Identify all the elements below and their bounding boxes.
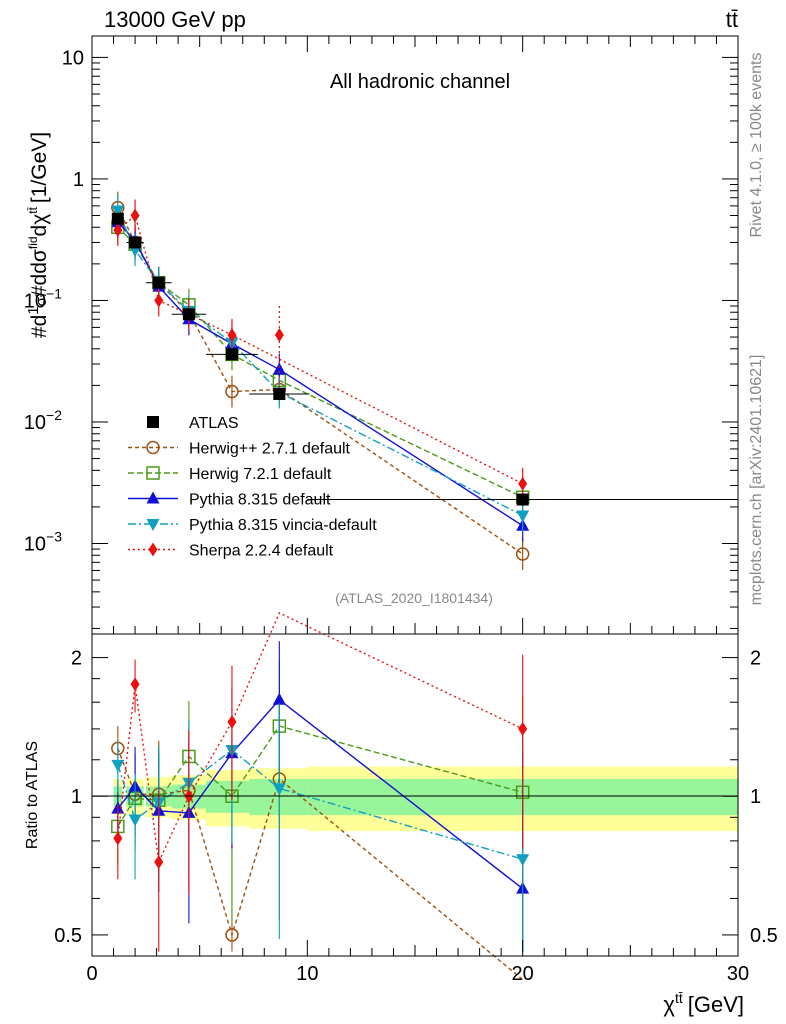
ratio-series-0 xyxy=(111,697,524,981)
mcplots-label: mcplots.cern.ch [arXiv:2401.10621] xyxy=(748,355,765,606)
legend-item: Sherpa 2.2.4 default xyxy=(128,542,334,560)
legend-item: Pythia 8.315 vincia-default xyxy=(128,517,377,534)
legend-label: Herwig++ 2.7.1 default xyxy=(189,441,351,458)
ratio-marker xyxy=(154,854,164,869)
ratio-marker xyxy=(130,677,140,692)
ylabel-dchi: dχ xyxy=(28,214,51,237)
x-tick-label: 20 xyxy=(512,963,534,985)
ratio-marker xyxy=(516,854,530,867)
main-series-group xyxy=(111,191,738,570)
legend-marker xyxy=(146,440,160,455)
series-marker xyxy=(515,547,530,561)
ylabel-d1: #d xyxy=(28,315,51,338)
series-marker xyxy=(154,293,164,308)
series-marker xyxy=(518,476,528,491)
legend-marker xyxy=(146,491,160,504)
ylabel-sigma: σ xyxy=(33,296,50,306)
legend-marker xyxy=(146,519,160,531)
x-tick-label: 30 xyxy=(727,963,749,985)
series-marker xyxy=(272,362,286,375)
rivet-label: Rivet 4.1.0, ≥ 100k events xyxy=(748,53,765,238)
legend-label: Sherpa 2.2.4 default xyxy=(189,543,334,560)
y-tick-label: 1 xyxy=(73,169,84,191)
analysis-tag: (ATLAS_2020_I1801434) xyxy=(335,590,493,606)
legend-item: Herwig 7.2.1 default xyxy=(128,466,332,483)
data-point xyxy=(182,308,195,321)
legend-item: Herwig++ 2.7.1 default xyxy=(128,441,351,458)
ylabel-unit: [1/GeV] xyxy=(28,132,51,203)
ratio-marker xyxy=(128,814,142,827)
y-tick-label: 10−1 xyxy=(24,285,62,312)
ratio-marker xyxy=(272,783,286,796)
y-tick-label: 10−3 xyxy=(24,528,62,555)
series-marker xyxy=(274,327,284,342)
ratio-series-4 xyxy=(113,611,528,952)
ylabel-fid: fid xyxy=(26,236,40,249)
process-label: tt̄ xyxy=(726,7,738,32)
legend-marker xyxy=(146,466,160,480)
ratio-marker xyxy=(113,831,123,846)
series-marker xyxy=(516,510,530,523)
x-tick-label: 10 xyxy=(296,963,318,985)
ratio-tick-label-left: 2 xyxy=(71,648,82,670)
series-marker xyxy=(225,384,239,399)
ratio-marker xyxy=(272,692,286,705)
xlabel-chi: χ xyxy=(663,992,675,1017)
ratio-marker xyxy=(111,759,125,772)
ratio-tick-label-right: 2 xyxy=(750,648,761,670)
series-marker xyxy=(113,222,123,237)
series-line xyxy=(117,214,523,485)
ratio-tick-label-left: 0.5 xyxy=(54,925,82,947)
ylabel-d2: #d xyxy=(28,274,51,297)
ylabel-tt: tt̄ xyxy=(26,206,40,213)
y-tick-label: 10 xyxy=(62,47,84,69)
legend-item: ATLAS xyxy=(147,415,239,432)
data-point xyxy=(225,348,238,361)
chart-title: All hadronic channel xyxy=(330,71,510,93)
legend-marker xyxy=(147,416,159,428)
ylabel-one: 1 xyxy=(25,306,42,314)
y-tick-label: 10−2 xyxy=(24,407,62,434)
legend-item: Pythia 8.315 default xyxy=(128,491,331,509)
ratio-marker xyxy=(518,721,528,736)
series-marker xyxy=(227,327,237,342)
data-point xyxy=(129,236,142,249)
data-point xyxy=(273,387,286,400)
legend-marker xyxy=(148,542,158,557)
legend-label: Pythia 8.315 vincia-default xyxy=(189,517,377,534)
ratio-tick-label-right: 0.5 xyxy=(750,925,778,947)
energy-label: 13000 GeV pp xyxy=(104,7,246,32)
atlas-data xyxy=(111,212,738,506)
ratio-tick-label-left: 1 xyxy=(71,786,82,808)
legend-label: Herwig 7.2.1 default xyxy=(189,466,332,483)
x-axis-label: χtt̄ [GeV] xyxy=(663,990,744,1017)
ratio-tick-label-right: 1 xyxy=(750,786,761,808)
legend-label: Pythia 8.315 default xyxy=(189,492,331,509)
x-tick-label: 0 xyxy=(86,963,97,985)
data-point xyxy=(516,493,529,506)
xlabel-unit: [GeV] xyxy=(688,992,744,1017)
data-point xyxy=(111,212,124,225)
ratio-y-label: Ratio to ATLAS xyxy=(24,741,41,849)
ratio-bands xyxy=(113,766,738,832)
ratio-axis-ticks: 0.5 0.51 12 20 10 20 30 xyxy=(54,648,778,985)
legend: ATLAS Herwig++ 2.7.1 default Herwig 7.2.1 … xyxy=(128,415,377,560)
legend-label: ATLAS xyxy=(189,415,239,432)
ylabel-dsigma: dσ xyxy=(28,249,51,274)
xlabel-tt: tt̄ xyxy=(675,990,683,1006)
y-axis-label: #d1σ#ddσfiddχtt̄[1/GeV] xyxy=(25,132,51,338)
data-point xyxy=(152,276,165,289)
ratio-panel: 0.5 0.51 12 20 10 20 30 xyxy=(54,611,778,985)
ratio-series-group xyxy=(111,611,530,981)
series-4 xyxy=(113,199,528,500)
series-marker xyxy=(111,205,125,218)
svg-text:#d1σ#ddσfiddχtt̄[1/GeV]: #d1σ#ddσfiddχtt̄[1/GeV] xyxy=(25,132,51,338)
ratio-marker xyxy=(227,714,237,729)
series-marker xyxy=(130,208,140,223)
ratio-marker xyxy=(225,928,239,942)
